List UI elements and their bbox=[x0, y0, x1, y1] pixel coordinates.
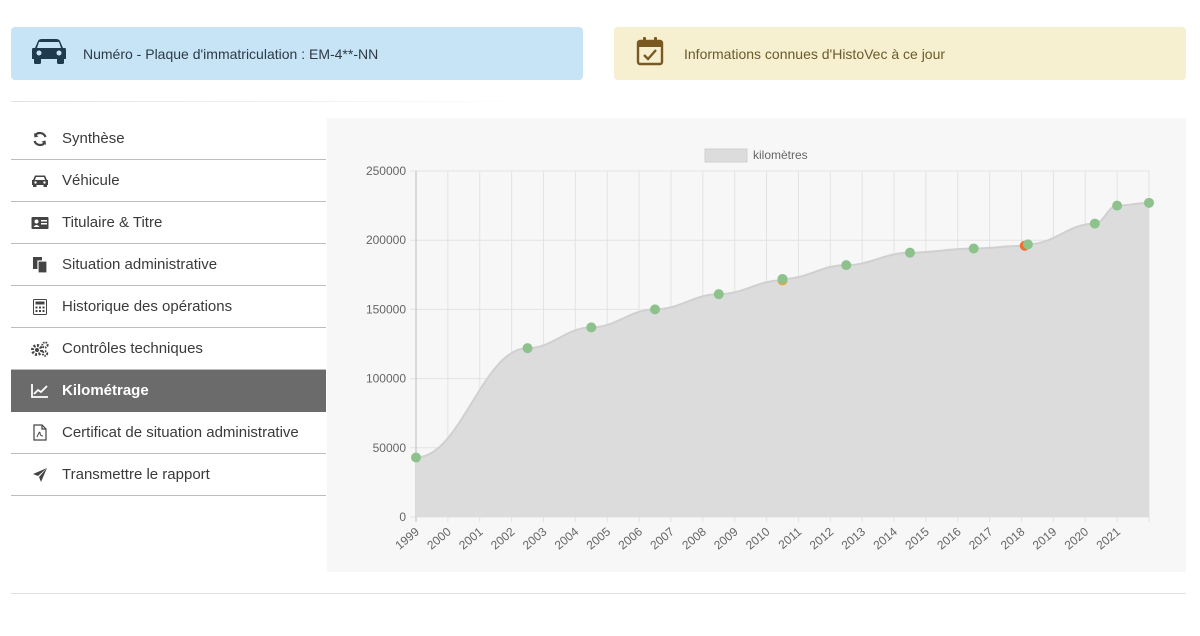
mileage-point bbox=[586, 322, 597, 333]
x-tick-label: 2004 bbox=[552, 524, 582, 552]
y-tick-label: 200000 bbox=[366, 233, 406, 247]
sidebar-item-label: Contrôles techniques bbox=[62, 340, 203, 357]
sidebar-item-titulaire[interactable]: Titulaire & Titre bbox=[11, 202, 326, 244]
x-tick-label: 2016 bbox=[934, 524, 964, 552]
legend-label: kilomètres bbox=[753, 148, 808, 162]
y-axis-ticks: 0 50000 100000 150000 200000 250000 bbox=[366, 164, 406, 524]
mileage-area bbox=[416, 202, 1149, 517]
x-tick-label: 2021 bbox=[1094, 524, 1124, 552]
sync-icon bbox=[31, 130, 49, 148]
info-text: Informations connues d'HistoVec à ce jou… bbox=[684, 45, 946, 62]
y-tick-label: 250000 bbox=[366, 164, 406, 178]
mileage-point bbox=[1144, 197, 1154, 208]
mileage-point bbox=[777, 273, 788, 284]
x-tick-label: 2009 bbox=[711, 524, 741, 552]
mileage-point bbox=[1112, 200, 1123, 211]
sidebar-item-situation[interactable]: Situation administrative bbox=[11, 244, 326, 286]
calculator-icon bbox=[31, 298, 49, 316]
mileage-point bbox=[713, 289, 724, 300]
mileage-line bbox=[415, 201, 1150, 459]
pdf-file-icon bbox=[31, 424, 49, 442]
divider-top bbox=[11, 101, 546, 102]
mileage-point bbox=[522, 343, 533, 354]
x-tick-label: 2001 bbox=[456, 524, 486, 552]
x-tick-label: 2003 bbox=[520, 524, 550, 552]
x-tick-label: 2005 bbox=[584, 524, 614, 552]
x-tick-label: 2015 bbox=[902, 524, 932, 552]
id-card-icon bbox=[31, 214, 49, 232]
divider-bottom bbox=[11, 593, 1186, 594]
x-tick-label: 2002 bbox=[488, 524, 518, 552]
cogs-icon bbox=[31, 340, 49, 358]
sidebar-item-label: Situation administrative bbox=[62, 256, 218, 273]
sidebar-item-vehicule[interactable]: Véhicule bbox=[11, 160, 326, 202]
plate-number-text: Numéro - Plaque d'immatriculation : EM-4… bbox=[83, 45, 379, 62]
x-tick-label: 1999 bbox=[392, 524, 422, 552]
chart-line-icon bbox=[31, 382, 49, 400]
x-tick-label: 2012 bbox=[807, 524, 837, 552]
chart-legend[interactable]: kilomètres bbox=[704, 148, 808, 163]
plate-banner: Numéro - Plaque d'immatriculation : EM-4… bbox=[11, 27, 583, 80]
x-tick-label: 2018 bbox=[998, 524, 1028, 552]
x-tick-label: 2007 bbox=[647, 524, 677, 552]
sidebar-item-certificat[interactable]: Certificat de situation administrative bbox=[11, 412, 326, 454]
x-tick-label: 2011 bbox=[776, 524, 805, 552]
mileage-point bbox=[650, 304, 661, 315]
y-tick-label: 100000 bbox=[366, 372, 406, 386]
x-tick-label: 2010 bbox=[743, 524, 773, 552]
sidebar-item-transmettre[interactable]: Transmettre le rapport bbox=[11, 454, 326, 496]
sidebar-item-controles[interactable]: Contrôles techniques bbox=[11, 328, 326, 370]
sidebar-item-label: Historique des opérations bbox=[62, 298, 233, 315]
info-banner: Informations connues d'HistoVec à ce jou… bbox=[614, 27, 1186, 80]
x-tick-label: 2000 bbox=[424, 524, 454, 552]
mileage-point bbox=[841, 260, 852, 271]
x-tick-label: 2006 bbox=[616, 524, 646, 552]
sidebar-item-historique[interactable]: Historique des opérations bbox=[11, 286, 326, 328]
y-tick-label: 0 bbox=[399, 510, 406, 524]
sidebar-item-label: Transmettre le rapport bbox=[62, 466, 210, 483]
car-icon bbox=[31, 38, 67, 69]
sidebar-item-label: Certificat de situation administrative bbox=[62, 424, 299, 441]
mileage-point bbox=[1089, 218, 1100, 229]
sidebar-item-label: Titulaire & Titre bbox=[62, 214, 163, 231]
mileage-points bbox=[411, 197, 1154, 463]
sidebar-item-label: Véhicule bbox=[62, 172, 120, 189]
mileage-point bbox=[968, 243, 979, 254]
paper-plane-icon bbox=[31, 466, 49, 484]
x-tick-label: 2013 bbox=[839, 524, 869, 552]
x-tick-label: 2019 bbox=[1030, 524, 1060, 552]
mileage-point bbox=[904, 247, 915, 258]
mileage-point bbox=[1022, 239, 1033, 250]
y-tick-label: 150000 bbox=[366, 302, 406, 316]
y-tick-label: 50000 bbox=[373, 441, 407, 455]
sidebar-item-label: Kilométrage bbox=[62, 382, 149, 399]
x-tick-label: 2017 bbox=[966, 524, 996, 552]
x-axis-ticks: 1999 2000 2001 2002 2003 2004 2005 2006 2007 2008… bbox=[392, 524, 1123, 552]
mileage-point bbox=[411, 452, 421, 463]
calendar-check-icon bbox=[636, 36, 664, 71]
sidebar-item-kilometrage[interactable]: Kilométrage bbox=[11, 370, 326, 412]
x-tick-label: 2020 bbox=[1062, 524, 1092, 552]
sidebar-menu: Synthèse Véhicule Titulaire & Titre Situ… bbox=[11, 118, 326, 496]
x-tick-label: 2014 bbox=[871, 524, 901, 552]
x-tick-label: 2008 bbox=[679, 524, 709, 552]
sidebar-item-synthese[interactable]: Synthèse bbox=[11, 118, 326, 160]
legend-swatch bbox=[704, 148, 748, 163]
sidebar-item-label: Synthèse bbox=[62, 130, 125, 147]
copy-icon bbox=[31, 256, 49, 274]
car-icon bbox=[31, 172, 49, 190]
mileage-chart-panel: 0 50000 100000 150000 200000 250000 1999 2000 2… bbox=[327, 118, 1186, 572]
